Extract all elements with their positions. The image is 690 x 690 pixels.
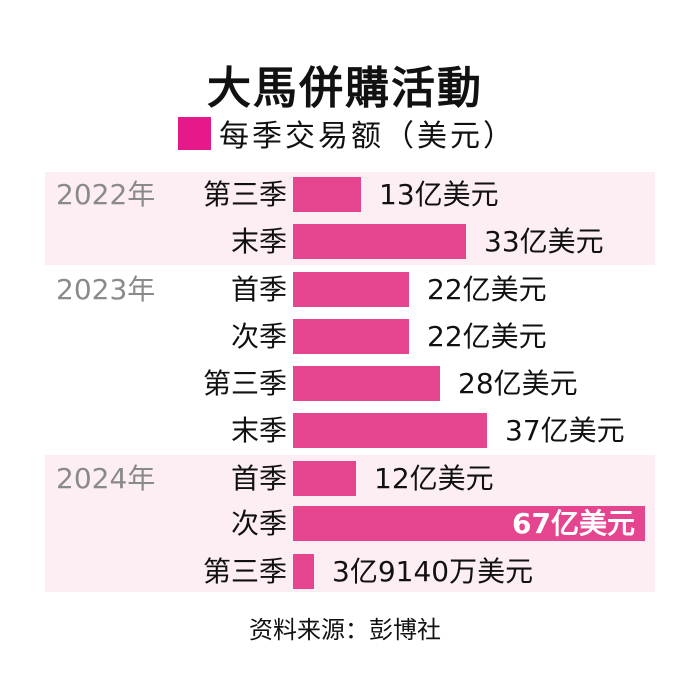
value-label: 33亿美元	[484, 225, 604, 258]
bar	[293, 319, 409, 354]
quarter-label: 第三季	[202, 555, 287, 588]
value-label: 3亿9140万美元	[332, 555, 534, 588]
value-label: 13亿美元	[379, 178, 499, 211]
value-label: 22亿美元	[427, 320, 547, 353]
chart-title: 大馬併購活動	[207, 63, 483, 114]
bar	[293, 272, 409, 307]
bar	[293, 366, 440, 401]
bar-row: 第三季 28亿美元	[0, 360, 690, 407]
year-label: 2022年	[56, 178, 156, 211]
legend-label: 每季交易额（美元）	[219, 119, 516, 154]
quarter-label: 末季	[230, 414, 287, 447]
bar-row: 末季 37亿美元	[0, 407, 690, 454]
bar-row: 2024年 首季 12亿美元	[0, 455, 690, 502]
bar	[293, 506, 645, 541]
quarter-label: 首季	[230, 273, 287, 306]
value-label: 28亿美元	[458, 367, 578, 400]
bar-row: 2023年 首季 22亿美元	[0, 266, 690, 313]
bar	[293, 224, 466, 259]
bar-row: 次季 22亿美元	[0, 313, 690, 360]
quarter-label: 第三季	[202, 367, 287, 400]
source-note: 资料来源：彭博社	[249, 616, 441, 644]
bar-row: 次季 67亿美元	[0, 500, 690, 547]
value-label: 67亿美元	[512, 507, 635, 540]
bar	[293, 413, 487, 448]
bar-row: 2022年 第三季 13亿美元	[0, 171, 690, 218]
legend: 每季交易额（美元）	[178, 113, 516, 154]
year-label: 2023年	[56, 273, 156, 306]
bar	[293, 461, 356, 496]
quarter-label: 次季	[230, 320, 287, 353]
quarter-label: 次季	[230, 507, 287, 540]
bar	[293, 177, 361, 212]
bar-row: 第三季 3亿9140万美元	[0, 548, 690, 595]
year-label: 2024年	[56, 462, 156, 495]
value-label: 37亿美元	[505, 414, 625, 447]
quarter-label: 末季	[230, 225, 287, 258]
bar	[293, 554, 314, 589]
legend-swatch-icon	[178, 116, 211, 150]
bar-row: 末季 33亿美元	[0, 218, 690, 265]
value-label: 22亿美元	[427, 273, 547, 306]
quarter-label: 首季	[230, 462, 287, 495]
quarter-label: 第三季	[202, 178, 287, 211]
value-label: 12亿美元	[374, 462, 494, 495]
